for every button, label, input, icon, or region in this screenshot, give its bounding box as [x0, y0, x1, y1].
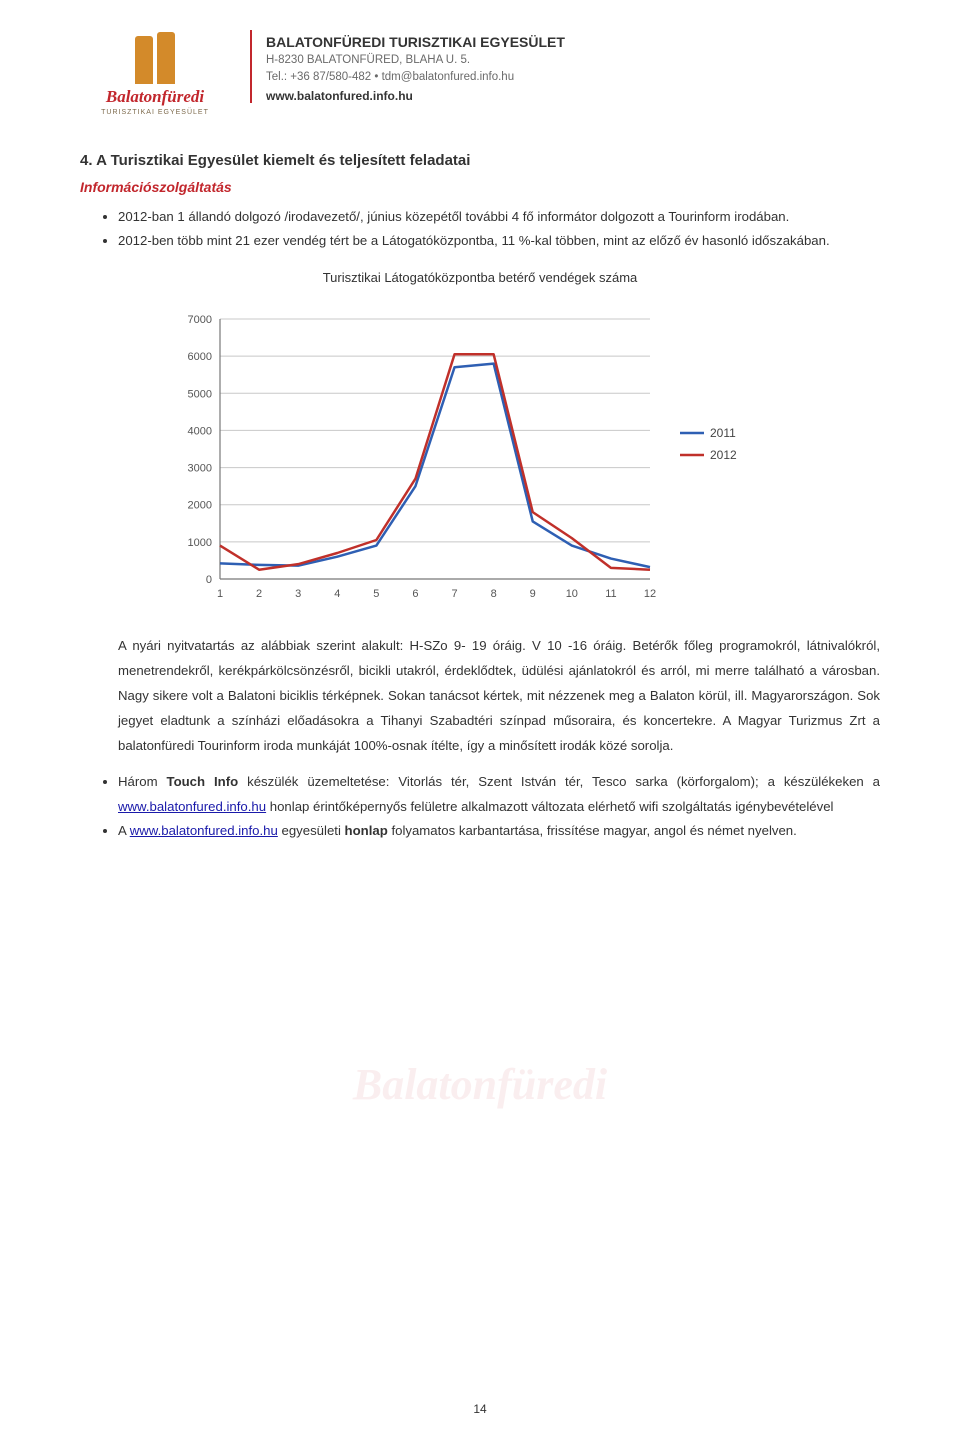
bullet-list-top: 2012-ban 1 állandó dolgozó /irodavezető/… — [80, 205, 880, 254]
subsection-title: Információszolgáltatás — [80, 179, 880, 195]
svg-text:1000: 1000 — [188, 537, 212, 549]
svg-text:3000: 3000 — [188, 462, 212, 474]
logo-figures-icon — [135, 30, 175, 84]
svg-text:8: 8 — [491, 588, 497, 600]
org-address: H-8230 BALATONFÜRED, BLAHA U. 5. — [266, 52, 880, 69]
page-header: Balatonfüredi TURISZTIKAI EGYESÜLET BALA… — [80, 30, 880, 116]
svg-text:2: 2 — [256, 588, 262, 600]
chart-caption: Turisztikai Látogatóközpontba betérő ven… — [80, 270, 880, 285]
visitor-line-chart: 0100020003000400050006000700012345678910… — [160, 299, 800, 609]
logo-block: Balatonfüredi TURISZTIKAI EGYESÜLET — [80, 30, 230, 116]
list-item: Három Touch Info készülék üzemeltetése: … — [118, 770, 880, 819]
svg-text:11: 11 — [605, 588, 616, 600]
content: 4. A Turisztikai Egyesület kiemelt és te… — [80, 152, 880, 844]
svg-text:2000: 2000 — [188, 500, 212, 512]
svg-text:7000: 7000 — [188, 314, 212, 326]
chart-svg: 0100020003000400050006000700012345678910… — [160, 299, 800, 609]
page-number: 14 — [473, 1402, 486, 1416]
logo-subtitle: TURISZTIKAI EGYESÜLET — [101, 109, 209, 116]
svg-text:5000: 5000 — [188, 388, 212, 400]
header-info: BALATONFÜREDI TURISZTIKAI EGYESÜLET H-82… — [250, 30, 880, 103]
section-title: 4. A Turisztikai Egyesület kiemelt és te… — [80, 152, 880, 169]
svg-text:4000: 4000 — [188, 425, 212, 437]
org-contact: Tel.: +36 87/580-482 • tdm@balatonfured.… — [266, 69, 880, 86]
svg-text:9: 9 — [530, 588, 536, 600]
svg-text:4: 4 — [334, 588, 340, 600]
svg-text:3: 3 — [295, 588, 301, 600]
svg-text:2012: 2012 — [710, 448, 737, 462]
svg-text:12: 12 — [644, 588, 656, 600]
svg-text:6000: 6000 — [188, 351, 212, 363]
svg-text:10: 10 — [566, 588, 578, 600]
body-paragraph: A nyári nyitvatartás az alábbiak szerint… — [80, 633, 880, 758]
website-link[interactable]: www.balatonfured.info.hu — [130, 823, 278, 838]
svg-text:7: 7 — [451, 588, 457, 600]
org-name: BALATONFÜREDI TURISZTIKAI EGYESÜLET — [266, 34, 880, 50]
svg-text:5: 5 — [373, 588, 379, 600]
bullet-list-bottom: Három Touch Info készülék üzemeltetése: … — [80, 770, 880, 843]
logo-brand: Balatonfüredi — [106, 88, 204, 105]
watermark: Balatonfüredi — [353, 1059, 607, 1110]
list-item: 2012-ben több mint 21 ezer vendég tért b… — [118, 229, 880, 253]
list-item: 2012-ban 1 állandó dolgozó /irodavezető/… — [118, 205, 880, 229]
chart-container: 0100020003000400050006000700012345678910… — [80, 299, 880, 609]
svg-text:1: 1 — [217, 588, 223, 600]
svg-text:0: 0 — [206, 574, 212, 586]
org-website: www.balatonfured.info.hu — [266, 89, 880, 103]
list-item: A www.balatonfured.info.hu egyesületi ho… — [118, 819, 880, 843]
svg-text:2011: 2011 — [710, 426, 736, 440]
svg-text:6: 6 — [412, 588, 418, 600]
website-link[interactable]: www.balatonfured.info.hu — [118, 799, 266, 814]
